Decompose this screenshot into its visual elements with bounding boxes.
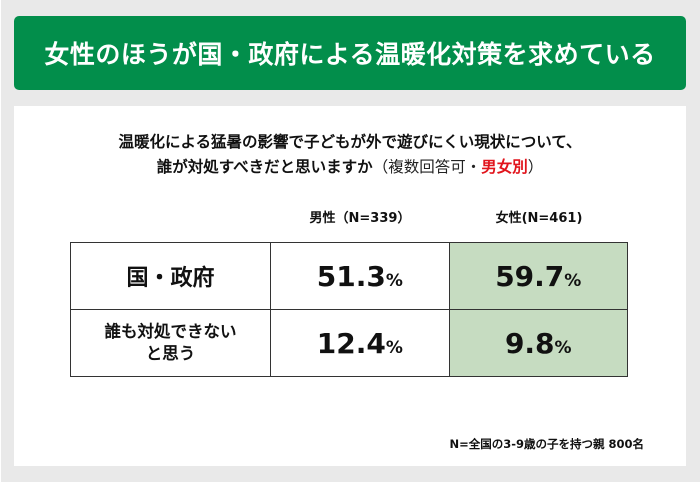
value: 9.8 <box>504 326 555 360</box>
value: 51.3 <box>316 259 386 293</box>
table-row: 誰も対処できない と思う 12.4% 9.8% <box>69 309 629 377</box>
row-label-line-2: と思う <box>145 344 196 363</box>
value: 59.7 <box>495 259 565 293</box>
question-line-2: 誰が対処すべきだと思いますか（複数回答可・男女別） <box>14 155 686 180</box>
cell-female-nobody: 9.8% <box>448 309 629 377</box>
cell-male-government: 51.3% <box>270 242 450 310</box>
row-label-government: 国・政府 <box>69 242 272 310</box>
table-row: 国・政府 51.3% 59.7% <box>69 242 629 310</box>
cell-female-government: 59.7% <box>448 242 629 310</box>
value: 12.4 <box>316 326 386 360</box>
content-card: 温暖化による猛暑の影響で子どもが外で遊びにくい現状について、 誰が対処すべきだと… <box>14 106 686 466</box>
row-label-nobody: 誰も対処できない と思う <box>69 309 272 377</box>
question-note-open: （複数回答可・ <box>372 158 482 176</box>
sample-footnote: N=全国の3-9歳の子を持つ親 800名 <box>449 437 644 451</box>
cell-male-nobody: 12.4% <box>270 309 450 377</box>
percent-sign: % <box>564 270 582 291</box>
question-main: 誰が対処すべきだと思いますか <box>156 158 373 176</box>
row-label-line-1: 誰も対処できない <box>104 322 237 341</box>
column-header-female: 女性(N=461) <box>495 211 583 226</box>
percent-sign: % <box>385 270 403 291</box>
survey-question: 温暖化による猛暑の影響で子どもが外で遊びにくい現状について、 誰が対処すべきだと… <box>14 130 686 180</box>
question-note-close: ） <box>527 158 544 176</box>
question-note-highlight: 男女別 <box>481 158 528 176</box>
percent-sign: % <box>554 337 572 358</box>
page-title: 女性のほうが国・政府による温暖化対策を求めている <box>44 40 656 69</box>
column-header-male: 男性（N=339） <box>309 211 411 226</box>
results-table: 国・政府 51.3% 59.7% 誰も対処できない と思う 12.4% 9.8% <box>69 242 629 377</box>
question-line-1: 温暖化による猛暑の影響で子どもが外で遊びにくい現状について、 <box>118 133 582 151</box>
percent-sign: % <box>385 337 403 358</box>
title-banner: 女性のほうが国・政府による温暖化対策を求めている <box>14 16 686 90</box>
